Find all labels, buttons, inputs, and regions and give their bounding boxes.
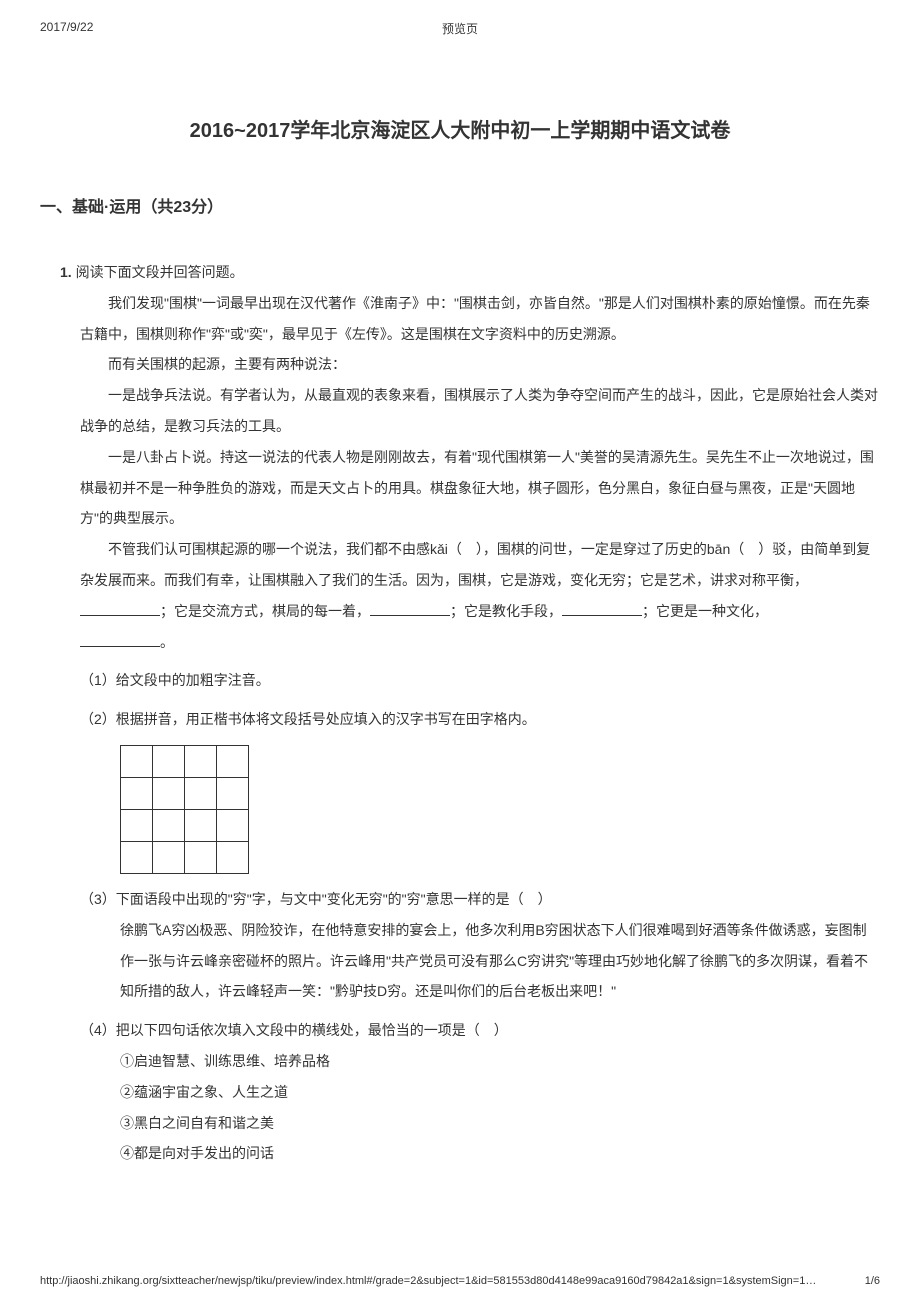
page-footer: http://jiaoshi.zhikang.org/sixtteacher/n… [40,1275,880,1287]
blank-1 [80,602,160,616]
section-1-heading: 一、基础·运用（共23分） [40,193,880,217]
q1-number: 1. [60,264,72,280]
q1-sub3-text: 徐鹏飞A穷凶极恶、阴险狡诈，在他特意安排的宴会上，他多次利用B穷困状态下人们很难… [120,915,880,1007]
q1-intro: 阅读下面文段并回答问题。 [76,264,244,280]
q1-p5-e: 。 [160,634,174,650]
q1-opt3: ③黑白之间自有和谐之美 [120,1108,880,1139]
footer-url: http://jiaoshi.zhikang.org/sixtteacher/n… [40,1275,816,1287]
q1-p2: 而有关围棋的起源，主要有两种说法： [80,349,880,380]
q1-p5-c: ；它是教化手段， [450,603,562,619]
q1-opt2: ②蕴涵宇宙之象、人生之道 [120,1077,880,1108]
q1-p5: 不管我们认可围棋起源的哪一个说法，我们都不由感kǎi（ ），围棋的问世，一定是穿… [80,534,880,626]
header-center-title: 预览页 [442,20,478,37]
header-date: 2017/9/22 [40,20,93,34]
q1-sub2: （2）根据拼音，用正楷书体将文段括号处应填入的汉字书写在田字格内。 [80,704,880,735]
q1-p3: 一是战争兵法说。有学者认为，从最直观的表象来看，围棋展示了人类为争夺空间而产生的… [80,380,880,442]
q1-p1: 我们发现"围棋"一词最早出现在汉代著作《淮南子》中："围棋击剑，亦皆自然。"那是… [80,288,880,350]
q1-p5-a: 不管我们认可围棋起源的哪一个说法，我们都不由感kǎi（ ），围棋的问世，一定是穿… [80,541,870,588]
exam-title: 2016~2017学年北京海淀区人大附中初一上学期期中语文试卷 [40,114,880,143]
tianzi-grid [120,745,880,874]
q1-p5-d: ；它更是一种文化， [642,603,768,619]
q1-sub3: （3）下面语段中出现的"穷"字，与文中"变化无穷"的"穷"意思一样的是（ ） [80,884,880,915]
footer-page: 1/6 [865,1275,880,1287]
q1-p4: 一是八卦占卜说。持这一说法的代表人物是刚刚故去，有着"现代围棋第一人"美誉的吴清… [80,442,880,534]
question-1: 1. 阅读下面文段并回答问题。 我们发现"围棋"一词最早出现在汉代著作《淮南子》… [60,257,880,1169]
blank-3 [562,602,642,616]
q1-p5-cont: 。 [80,627,880,658]
q1-sub1: （1）给文段中的加粗字注音。 [80,665,880,696]
q1-line: 1. 阅读下面文段并回答问题。 [60,257,880,288]
q1-p5-b: ；它是交流方式，棋局的每一着， [160,603,370,619]
blank-4 [80,633,160,647]
blank-2 [370,602,450,616]
grid-table [120,745,249,874]
q1-sub4: （4）把以下四句话依次填入文段中的横线处，最恰当的一项是（ ） [80,1015,880,1046]
q1-opt4: ④都是向对手发出的问话 [120,1138,880,1169]
q1-opt1: ①启迪智慧、训练思维、培养品格 [120,1046,880,1077]
